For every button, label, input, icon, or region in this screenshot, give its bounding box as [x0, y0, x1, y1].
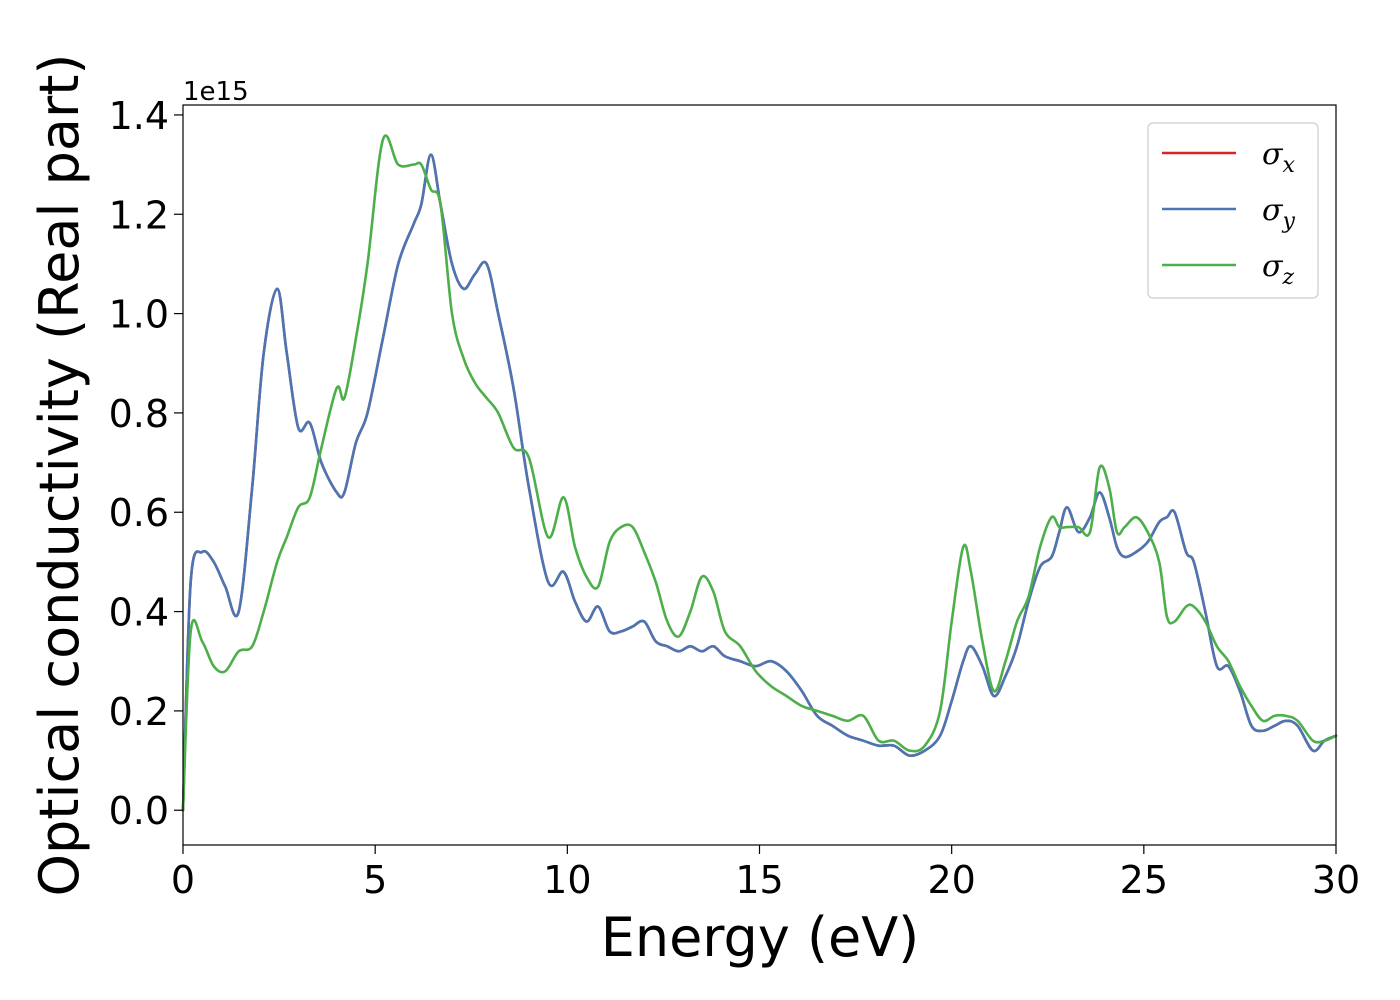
series-lines	[181, 134, 1338, 812]
x-tick-label: 30	[1312, 858, 1360, 902]
legend-entry: σz	[1262, 249, 1294, 290]
legend: σx σy σz	[1147, 122, 1319, 299]
y-tick-label: 1.0	[109, 293, 169, 337]
y-tick-label: 1.2	[109, 193, 169, 237]
x-axis-label: Energy (eV)	[601, 906, 920, 969]
x-tick-label: 20	[927, 858, 975, 902]
y-axis-ticks: 0.0 0.2 0.4 0.6 0.8 1.0 1.2 1.4	[109, 94, 183, 833]
y-axis-offset-label: 1e15	[183, 77, 249, 107]
x-tick-label: 10	[543, 858, 591, 902]
y-tick-label: 0.2	[109, 690, 169, 734]
x-axis-ticks: 0 5 10 15 20 25 30	[171, 845, 1360, 902]
x-tick-label: 5	[363, 858, 387, 902]
y-axis-label: Optical conductivity (Real part)	[28, 54, 91, 897]
legend-entry: σy	[1262, 193, 1295, 234]
y-tick-label: 0.4	[109, 591, 169, 635]
legend-box	[1147, 122, 1319, 299]
legend-entry: σx	[1262, 137, 1295, 178]
x-tick-label: 25	[1120, 858, 1168, 902]
y-tick-label: 0.0	[109, 789, 169, 833]
y-tick-label: 0.6	[109, 491, 169, 535]
x-tick-label: 15	[735, 858, 783, 902]
series-line-σz	[181, 134, 1338, 812]
x-tick-label: 0	[171, 858, 195, 902]
y-tick-label: 0.8	[109, 392, 169, 436]
y-tick-label: 1.4	[109, 94, 169, 138]
series-line-σy	[181, 153, 1338, 812]
